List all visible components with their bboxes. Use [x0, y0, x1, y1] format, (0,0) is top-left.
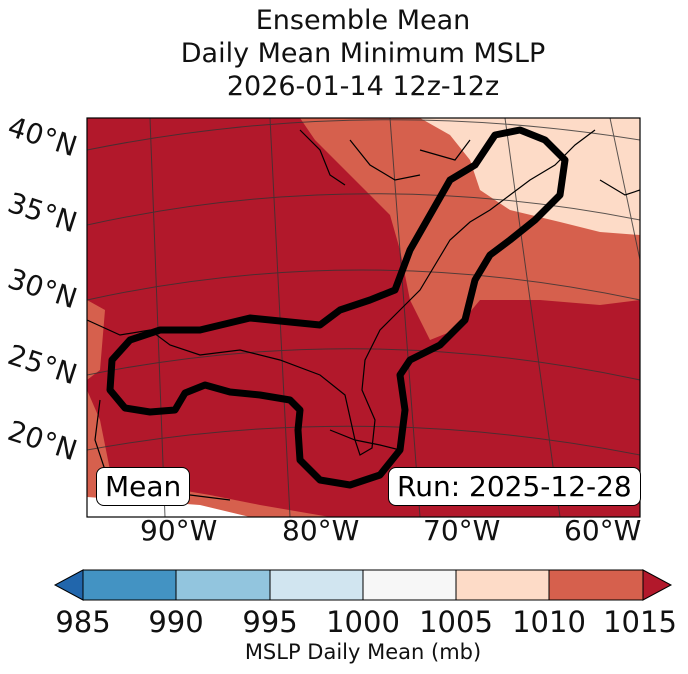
colorbar-segment-1010-1015 — [548, 569, 644, 601]
colorbar-segment-1005-1010 — [455, 569, 550, 601]
longitude-label-90: 90°W — [140, 514, 218, 547]
title-line-2: Daily Mean Minimum MSLP — [180, 38, 546, 69]
title-line-3: 2026-01-14 12z-12z — [226, 71, 500, 102]
title-line-1: Ensemble Mean — [255, 5, 471, 36]
colorbar-tick-1015: 1015 — [603, 605, 677, 639]
colorbar-tick-1000: 1000 — [326, 605, 400, 639]
colorbar-tick-995: 995 — [242, 605, 298, 639]
map-frame — [86, 117, 641, 518]
colorbar-segment-995-1000 — [269, 569, 364, 601]
colorbar-label: MSLP Daily Mean (mb) — [244, 640, 482, 664]
mean-label-box: Mean — [96, 467, 191, 506]
colorbar-tick-1005: 1005 — [419, 605, 493, 639]
colorbar-segment-985-990 — [82, 569, 177, 601]
mslp-contour — [106, 126, 569, 489]
colorbar-extend-high — [642, 569, 673, 601]
colorbar-segment-990-995 — [175, 569, 271, 601]
colorbar-tick-990: 990 — [148, 605, 204, 639]
run-date-label-box: Run: 2025-12-28 — [388, 467, 641, 506]
band-1000-1005 — [420, 118, 640, 235]
longitude-label-60: 60°W — [564, 514, 642, 547]
colorbar-extend-low — [53, 569, 84, 601]
colorbar-tick-985: 985 — [55, 605, 111, 639]
colorbar-tick-1010: 1010 — [512, 605, 586, 639]
longitude-label-80: 80°W — [282, 514, 360, 547]
colorbar-segment-1000-1005 — [362, 569, 457, 601]
colorbar — [53, 569, 673, 601]
longitude-label-70: 70°W — [423, 514, 501, 547]
band-west-strip — [87, 300, 105, 380]
